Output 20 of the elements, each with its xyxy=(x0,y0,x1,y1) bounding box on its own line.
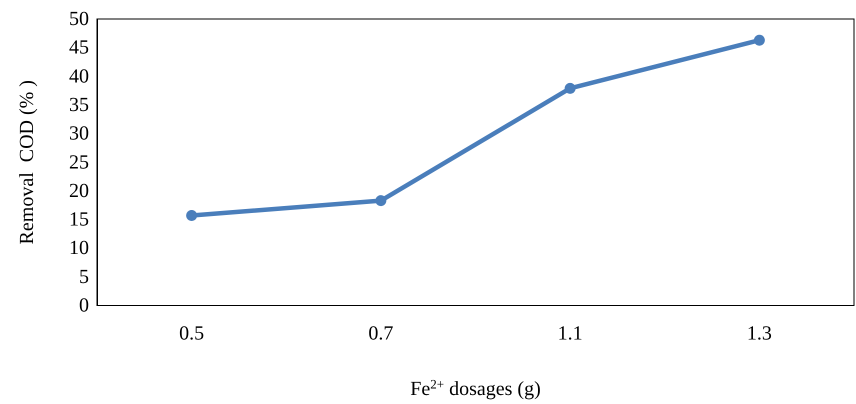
y-tick-label: 0 xyxy=(79,294,89,316)
x-tick-label: 1.3 xyxy=(746,322,772,344)
y-tick-label: 15 xyxy=(69,208,89,231)
y-tick-label: 50 xyxy=(69,8,89,30)
point xyxy=(754,34,765,46)
y-tick-label: 35 xyxy=(69,94,89,116)
point xyxy=(186,210,198,222)
y-tick-label: 30 xyxy=(69,122,89,145)
y-tick-label: 20 xyxy=(69,180,89,202)
x-tick-label: 0.5 xyxy=(179,322,204,344)
y-tick-label: 10 xyxy=(69,237,89,260)
y-tick-label: 45 xyxy=(69,36,89,59)
x-tick-label: 0.7 xyxy=(368,322,394,344)
point xyxy=(564,82,576,94)
x-tick-label: 1.1 xyxy=(558,322,583,344)
point xyxy=(375,195,386,206)
y-axis-title: Removal COD (% ) xyxy=(16,80,38,244)
y-tick-label: 25 xyxy=(69,151,89,174)
y-tick-label: 40 xyxy=(69,65,89,88)
y-tick-label: 5 xyxy=(79,266,89,288)
